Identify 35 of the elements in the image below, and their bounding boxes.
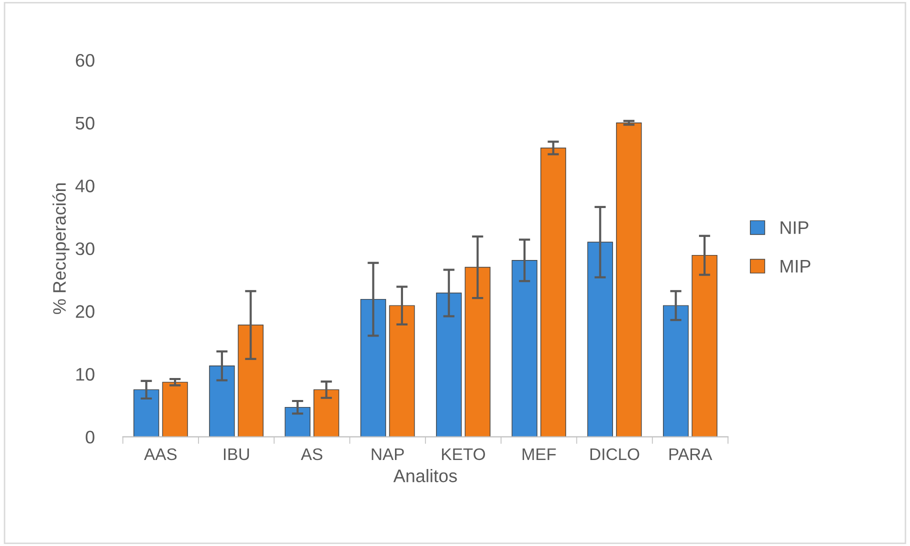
bar [162, 382, 188, 437]
bar [662, 305, 689, 437]
x-tick-label: MEF [522, 448, 556, 460]
y-tick-label: 40 [75, 180, 94, 192]
x-tick-label: KETO [442, 448, 485, 460]
bar [587, 242, 613, 437]
bar [389, 305, 415, 437]
bar [616, 122, 642, 437]
y-tick-label: 30 [76, 242, 94, 256]
y-tick-label: 50 [76, 116, 94, 130]
y-tick-label: 60 [76, 54, 94, 67]
x-tick-label: IBU [224, 448, 249, 460]
bar [238, 324, 264, 437]
bar [512, 260, 538, 437]
x-tick-label: PARA [669, 448, 712, 460]
bar [133, 389, 160, 437]
x-tick-label: DICLO [590, 448, 640, 460]
y-tick-label: 0 [86, 430, 94, 444]
y-tick-label: 10 [76, 368, 94, 381]
bar [436, 292, 462, 437]
x-tick-label: NAP [372, 448, 404, 460]
x-axis-title: Analitos [393, 469, 457, 482]
legend-label: NIP [780, 221, 808, 234]
bar [692, 254, 718, 437]
bar [314, 389, 340, 437]
x-tick-label: AS [300, 448, 322, 460]
y-axis-title: % Recuperación [52, 183, 70, 314]
bar [464, 266, 490, 437]
bar [360, 298, 386, 437]
bar [540, 148, 566, 437]
bar [284, 406, 310, 437]
y-tick-label: 20 [76, 305, 94, 318]
bar [209, 365, 235, 437]
legend-label: MIP [780, 260, 810, 272]
x-tick-label: AAS [144, 448, 177, 460]
